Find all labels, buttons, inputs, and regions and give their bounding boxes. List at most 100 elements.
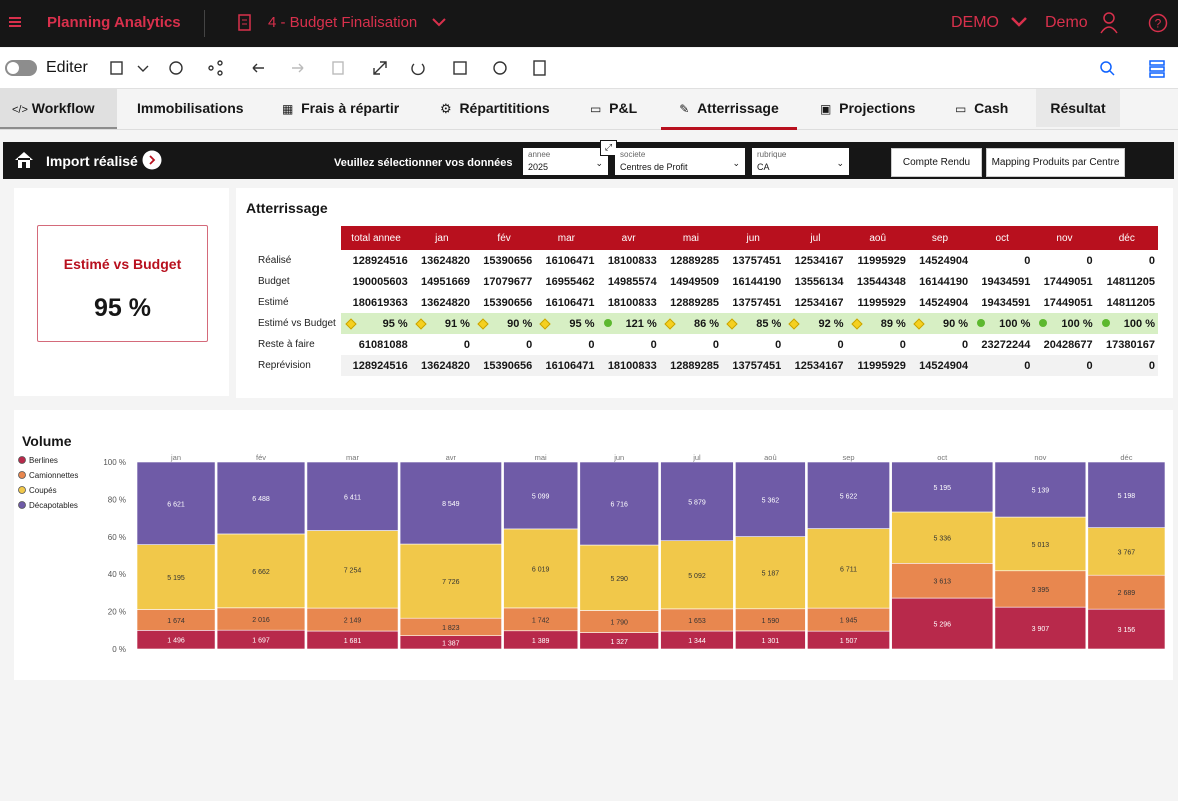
help-icon[interactable]: ? (1148, 13, 1168, 33)
expand-icon[interactable] (373, 61, 387, 75)
menu-icon[interactable] (9, 16, 23, 30)
cell: 0 (1095, 355, 1158, 376)
segment-label: 1 496 (167, 638, 185, 645)
toolbar-icons (110, 60, 546, 76)
workspace-name[interactable]: 4 - Budget Finalisation (268, 14, 418, 31)
tab-bar: </> Workflow Immobilisations ▦ Frais à r… (0, 89, 1178, 130)
segment-label: 3 395 (1032, 587, 1050, 594)
tab[interactable]: </> Workflow (0, 89, 117, 129)
kpi-value: 95 % (94, 294, 151, 322)
user-icon[interactable] (1100, 12, 1118, 34)
cell: 0 (411, 334, 473, 355)
dropdown[interactable]: annee 2025 ⌄ (523, 148, 608, 175)
cell: 16955462 (535, 271, 597, 292)
tab[interactable]: Immobilisations (137, 89, 244, 127)
redo-icon[interactable] (292, 63, 304, 73)
chart-card: Volume 0 % 20 % 40 % 60 % 80 % 100 % Berlines C… (14, 410, 1173, 680)
cell: 0 (598, 334, 660, 355)
button[interactable]: Mapping Produits par Centre (986, 148, 1125, 177)
sync-icon[interactable] (493, 61, 507, 75)
reset-icon[interactable] (411, 63, 425, 76)
save-menu[interactable] (137, 65, 149, 72)
cell-value: 128924516 (352, 254, 408, 267)
cell: 0 (1096, 250, 1158, 271)
table-card: Atterrissage total annee jan fév mar avr mai j… (236, 188, 1173, 398)
cell-value: 19434591 (981, 275, 1031, 288)
x-tick-label: mar (346, 453, 359, 462)
cell-value: 95 % (382, 317, 408, 330)
segment (660, 461, 734, 542)
dropdown[interactable]: societe Centres de Profit ⌄ (615, 148, 745, 175)
table-row: Estimé vs Budget 95 % 91 % 90 % 95 % 121 % 86 … (246, 313, 1158, 334)
tab[interactable]: Résultat (1036, 89, 1120, 127)
cell-value: 0 (1148, 254, 1155, 267)
tab[interactable]: ⚙ Répartititions (440, 100, 550, 116)
cell-value: 13624820 (421, 296, 470, 309)
cell: 14524904 (908, 355, 972, 376)
grid-icon[interactable] (453, 61, 467, 75)
export-icon[interactable] (533, 60, 546, 76)
view-icons (1100, 60, 1165, 78)
chart-title: Volume (22, 433, 72, 449)
cell: 17449051 (1033, 292, 1095, 313)
chevron[interactable] (432, 17, 446, 27)
column-header: fév (472, 226, 536, 250)
cell-value: 89 % (880, 317, 906, 330)
segment (1087, 574, 1166, 610)
legend-marker (18, 471, 26, 479)
divider (204, 10, 205, 37)
import-title[interactable]: Import réalisé (46, 153, 138, 169)
segment (660, 540, 734, 610)
cell: 23272244 (971, 334, 1033, 355)
cell-value: 95 % (569, 317, 595, 330)
segment (503, 461, 579, 530)
tab-label: Projections (839, 100, 916, 116)
edit-toggle[interactable] (5, 60, 37, 76)
cell: 0 (847, 334, 909, 355)
segment-label: 3 613 (934, 579, 952, 586)
cell: 86 % (659, 313, 723, 334)
tab[interactable]: ✎ Atterrissage (661, 89, 797, 130)
edit-label[interactable]: Editer (46, 59, 88, 76)
dropdown[interactable]: rubrique CA ⌄ (752, 148, 849, 175)
segment (891, 511, 994, 564)
cell-value: 90 % (507, 317, 533, 330)
cell: 12534167 (784, 292, 846, 313)
cell: 61081088 (341, 334, 410, 355)
cell-value: 18100833 (607, 254, 657, 267)
tab[interactable]: ▣ Projections (820, 100, 916, 116)
refresh-icon[interactable] (169, 61, 183, 75)
undo-icon[interactable] (252, 63, 264, 73)
cell-value: 121 % (625, 317, 657, 330)
app-name[interactable]: Planning Analytics (47, 14, 181, 31)
button[interactable]: Compte Rendu (891, 148, 982, 177)
layout-icon[interactable] (1149, 60, 1165, 78)
tab[interactable]: ▭ P&L (590, 100, 638, 116)
zoom-icon[interactable] (1100, 61, 1112, 73)
chevron[interactable] (1011, 17, 1027, 27)
user-name[interactable]: Demo (1045, 14, 1088, 31)
cell: 0 (971, 355, 1034, 376)
paste-icon[interactable] (332, 61, 344, 75)
cell: 16106471 (535, 355, 598, 376)
cell-value: 0 (526, 338, 533, 351)
status-icon (1039, 318, 1048, 327)
status-icon (415, 317, 427, 330)
environment[interactable]: DEMO (951, 14, 999, 31)
tab[interactable]: ▦ Frais à répartir (282, 100, 400, 116)
cell-value: 0 (712, 338, 720, 351)
segment-label: 5 092 (688, 573, 706, 580)
home-icon[interactable] (13, 150, 35, 170)
header-row: total annee jan fév mar avr mai jun jul aoû sep oc… (246, 226, 1158, 250)
cell-value: 0 (650, 338, 657, 351)
cell-value: 14951669 (421, 275, 470, 288)
tab[interactable]: ▭ Cash (955, 100, 1009, 116)
share-icon[interactable] (208, 60, 223, 76)
go-button[interactable] (142, 150, 163, 171)
legend-marker (18, 501, 26, 509)
cell-value: 14985574 (607, 275, 657, 288)
dropdown-label: societe (620, 150, 646, 159)
save-icon[interactable] (110, 61, 123, 75)
status-icon (603, 318, 612, 327)
